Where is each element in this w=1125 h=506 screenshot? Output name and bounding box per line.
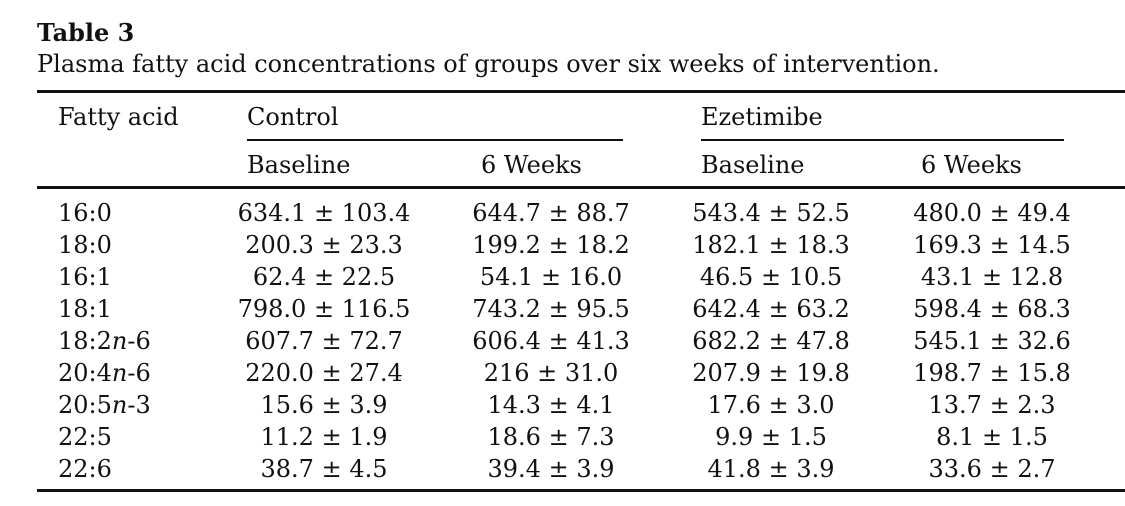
- row-fatty-acid: 16:0: [58, 199, 112, 227]
- row-value-cell: 41.8 ± 3.9: [707, 455, 835, 483]
- row-value-cell: 43.1 ± 12.8: [920, 263, 1064, 291]
- stub-header: Fatty acid: [58, 103, 179, 131]
- row-value-cell: 642.4 ± 63.2: [692, 295, 850, 323]
- row-value-cell: 13.7 ± 2.3: [928, 391, 1056, 419]
- row-value-cell: 62.4 ± 22.5: [252, 263, 396, 291]
- group-header-ezetimibe: Ezetimibe: [701, 103, 823, 131]
- subheader-control-6weeks: 6 Weeks: [481, 151, 582, 179]
- row-value-cell: 38.7 ± 4.5: [260, 455, 388, 483]
- row-value-cell: 182.1 ± 18.3: [692, 231, 850, 259]
- row-value-cell: 8.1 ± 1.5: [936, 423, 1048, 451]
- table-caption: Plasma fatty acid concentrations of grou…: [37, 50, 940, 78]
- row-value-cell: 743.2 ± 95.5: [472, 295, 630, 323]
- ezetimibe-span-rule: [701, 139, 1064, 141]
- row-value-cell: 17.6 ± 3.0: [707, 391, 835, 419]
- row-fatty-acid: 18:1: [58, 295, 112, 323]
- row-value-cell: 200.3 ± 23.3: [245, 231, 403, 259]
- row-value-cell: 207.9 ± 19.8: [692, 359, 850, 387]
- header-rule: [37, 186, 1125, 189]
- row-fatty-acid: 16:1: [58, 263, 112, 291]
- subheader-control-baseline: Baseline: [247, 151, 351, 179]
- row-fatty-acid: 20:4n-6: [58, 359, 151, 387]
- row-value-cell: 33.6 ± 2.7: [928, 455, 1056, 483]
- row-fatty-acid: 18:0: [58, 231, 112, 259]
- row-value-cell: 14.3 ± 4.1: [487, 391, 615, 419]
- row-value-cell: 220.0 ± 27.4: [245, 359, 403, 387]
- row-value-cell: 198.7 ± 15.8: [913, 359, 1071, 387]
- row-value-cell: 480.0 ± 49.4: [913, 199, 1071, 227]
- row-value-cell: 606.4 ± 41.3: [472, 327, 630, 355]
- row-value-cell: 54.1 ± 16.0: [479, 263, 623, 291]
- row-value-cell: 545.1 ± 32.6: [913, 327, 1071, 355]
- table-label: Table 3: [37, 18, 135, 47]
- row-value-cell: 46.5 ± 10.5: [699, 263, 843, 291]
- row-value-cell: 634.1 ± 103.4: [237, 199, 411, 227]
- row-value-cell: 18.6 ± 7.3: [487, 423, 615, 451]
- subheader-ezetimibe-baseline: Baseline: [701, 151, 805, 179]
- row-value-cell: 216 ± 31.0: [483, 359, 619, 387]
- row-fatty-acid: 20:5n-3: [58, 391, 151, 419]
- row-fatty-acid: 22:6: [58, 455, 112, 483]
- row-value-cell: 607.7 ± 72.7: [245, 327, 403, 355]
- row-fatty-acid: 22:5: [58, 423, 112, 451]
- control-span-rule: [247, 139, 623, 141]
- row-value-cell: 543.4 ± 52.5: [692, 199, 850, 227]
- row-value-cell: 199.2 ± 18.2: [472, 231, 630, 259]
- row-value-cell: 682.2 ± 47.8: [692, 327, 850, 355]
- row-value-cell: 644.7 ± 88.7: [472, 199, 630, 227]
- row-value-cell: 169.3 ± 14.5: [913, 231, 1071, 259]
- row-value-cell: 598.4 ± 68.3: [913, 295, 1071, 323]
- row-value-cell: 9.9 ± 1.5: [715, 423, 827, 451]
- group-header-control: Control: [247, 103, 339, 131]
- bottom-rule: [37, 489, 1125, 492]
- top-rule: [37, 90, 1125, 93]
- row-fatty-acid: 18:2n-6: [58, 327, 151, 355]
- row-value-cell: 39.4 ± 3.9: [487, 455, 615, 483]
- row-value-cell: 798.0 ± 116.5: [237, 295, 411, 323]
- row-value-cell: 11.2 ± 1.9: [260, 423, 388, 451]
- row-value-cell: 15.6 ± 3.9: [260, 391, 388, 419]
- subheader-ezetimibe-6weeks: 6 Weeks: [921, 151, 1022, 179]
